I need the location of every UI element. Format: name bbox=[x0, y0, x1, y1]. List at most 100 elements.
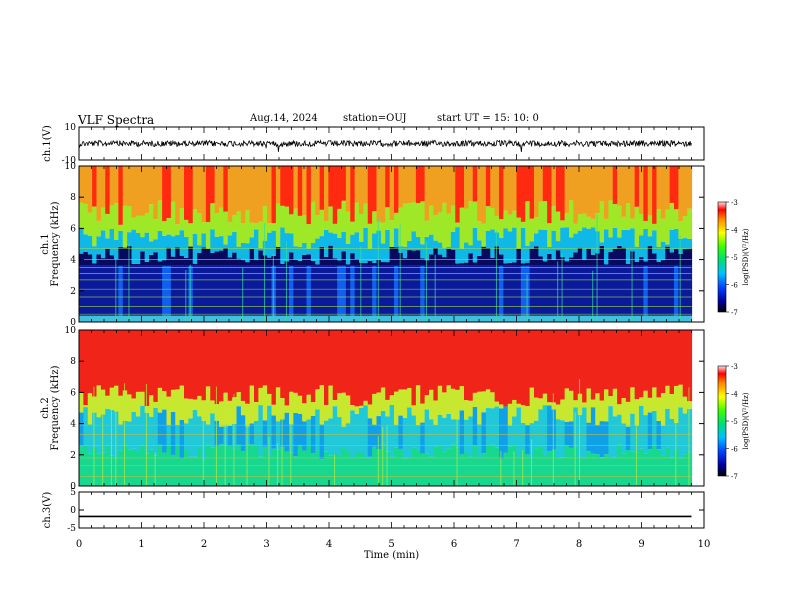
ch1-cell bbox=[363, 265, 369, 316]
ch1-cell bbox=[192, 209, 198, 234]
ch2-cell bbox=[332, 330, 338, 401]
ch2-cell bbox=[140, 330, 146, 392]
ch1-colorbar-tick-label: -3 bbox=[731, 199, 738, 207]
ch1-cell bbox=[96, 254, 102, 266]
ch1-cell bbox=[162, 260, 168, 266]
ch1-cell bbox=[245, 243, 251, 263]
ch1-cell bbox=[284, 233, 290, 262]
ch1-cell bbox=[337, 260, 343, 266]
ch1-cell bbox=[639, 235, 644, 258]
ch1-cell bbox=[669, 202, 675, 230]
ch2-cell bbox=[656, 449, 662, 486]
ch1-cell bbox=[157, 265, 163, 316]
ch1-cell bbox=[477, 166, 483, 222]
ch1-cell bbox=[131, 263, 137, 266]
ch2-streak bbox=[224, 392, 226, 486]
ch1-cell bbox=[674, 249, 679, 266]
ch1-cell bbox=[586, 216, 592, 229]
ch1-cell bbox=[437, 265, 443, 316]
ch1-cell bbox=[660, 241, 666, 261]
ch1-cell bbox=[560, 315, 566, 322]
ch1-cell bbox=[79, 228, 84, 254]
ch1-cell bbox=[122, 205, 128, 247]
ch2-cell bbox=[464, 452, 469, 486]
ch2-cell bbox=[590, 399, 596, 408]
ch3-wave-ytick-label: 0 bbox=[70, 506, 76, 516]
ch1-cell bbox=[569, 200, 574, 238]
ch1-cell bbox=[682, 166, 688, 217]
ch1-cell bbox=[302, 215, 308, 243]
ch1-cell bbox=[249, 248, 255, 266]
ch1-cell bbox=[551, 315, 557, 322]
ch1-cell bbox=[219, 166, 224, 208]
ch1-cell bbox=[109, 228, 115, 256]
ch2-cell bbox=[582, 330, 588, 403]
ch1-cell bbox=[411, 166, 417, 203]
ch1-streak bbox=[128, 243, 130, 322]
ch1-cell bbox=[210, 229, 216, 253]
ch2-cell bbox=[687, 452, 693, 486]
ch1-cell bbox=[665, 265, 671, 316]
ch2-cell bbox=[643, 330, 649, 391]
ch2-cell bbox=[455, 447, 461, 486]
ch2-cell bbox=[271, 404, 277, 416]
ch2-cell bbox=[275, 421, 281, 450]
ch2-cell bbox=[621, 398, 627, 424]
ch2-cell bbox=[551, 402, 557, 410]
ch1-cell bbox=[258, 166, 264, 222]
ch2-cell bbox=[442, 330, 448, 393]
ch1-cell bbox=[140, 215, 146, 238]
ch1-streak bbox=[272, 253, 274, 322]
ch2-cell bbox=[621, 453, 627, 486]
ch1-cell bbox=[83, 251, 89, 266]
plot-title: VLF Spectra bbox=[78, 113, 155, 127]
ch1-cell bbox=[468, 245, 474, 254]
ch1-cell bbox=[687, 265, 693, 316]
ch1-cell bbox=[157, 315, 163, 322]
ch2-cell bbox=[577, 414, 583, 457]
ch2-cell bbox=[170, 330, 176, 390]
ch2-cell bbox=[214, 330, 220, 405]
ch2-cell bbox=[192, 330, 198, 400]
ch1-cell bbox=[442, 247, 448, 258]
ch1-cell bbox=[420, 315, 426, 322]
ch1-cell bbox=[122, 248, 128, 266]
ch2-cell bbox=[529, 423, 535, 458]
ch2-cell bbox=[240, 451, 246, 486]
ch1-cell bbox=[310, 260, 316, 266]
ch2-cell bbox=[302, 330, 308, 404]
ch1-cell bbox=[652, 265, 658, 316]
ch1-cell bbox=[389, 245, 395, 266]
ch2-cell bbox=[433, 424, 439, 447]
ch1-cell bbox=[302, 254, 308, 266]
ch2-cell bbox=[520, 423, 526, 450]
ch2-cell bbox=[245, 403, 251, 427]
ch1-cell bbox=[319, 315, 325, 322]
ch1-cell bbox=[555, 241, 561, 251]
ch2-cell bbox=[337, 417, 343, 456]
ch1-cell bbox=[455, 222, 461, 228]
ch2-cell bbox=[420, 330, 426, 404]
ch2-cell bbox=[564, 421, 570, 446]
ch2-cell bbox=[284, 412, 290, 452]
ch2-cell bbox=[359, 330, 364, 406]
ch1-cell bbox=[433, 247, 439, 266]
ch1-cell bbox=[625, 265, 631, 316]
ch1-cell bbox=[577, 265, 583, 316]
ch1-cell bbox=[328, 166, 334, 207]
ch2-cell bbox=[551, 330, 557, 403]
ch1-cell bbox=[472, 315, 478, 322]
ch2-ytick-label: 6 bbox=[70, 388, 76, 398]
start-time-label: start UT = 15: 10: 0 bbox=[437, 113, 539, 124]
ch2-cell bbox=[542, 393, 548, 406]
ch2-cell bbox=[660, 330, 666, 394]
ch1-cell bbox=[477, 240, 483, 256]
ch2-cell bbox=[372, 424, 378, 447]
ch1-colorbar bbox=[717, 201, 727, 313]
ch1-cell bbox=[494, 246, 500, 266]
ch2-cell bbox=[669, 418, 675, 458]
ch2-cell bbox=[319, 424, 325, 460]
ch1-cell bbox=[424, 260, 430, 266]
ch2-streak bbox=[675, 400, 677, 486]
ch2-cell bbox=[157, 330, 163, 388]
